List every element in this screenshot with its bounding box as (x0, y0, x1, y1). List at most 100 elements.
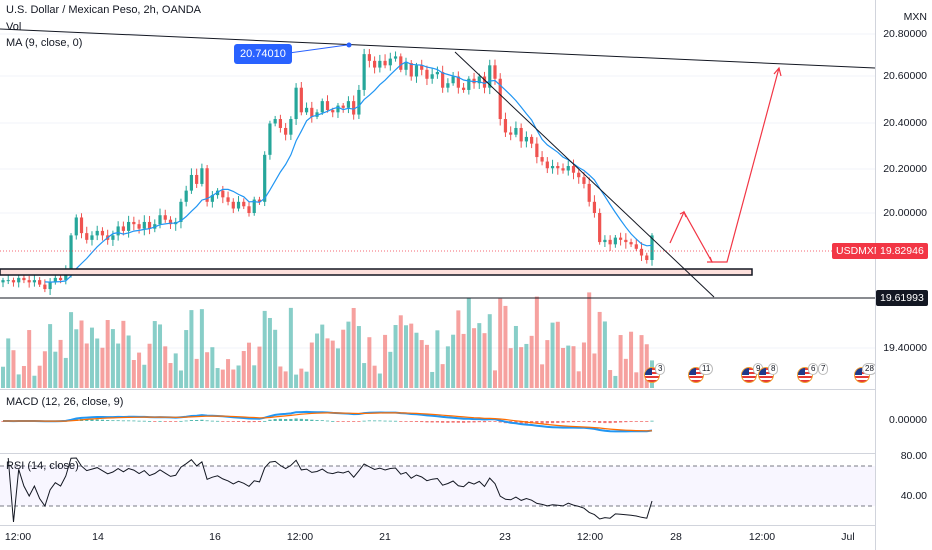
volume-bar (529, 335, 534, 388)
macd-histogram-bar (85, 419, 89, 421)
candle-body (79, 217, 84, 234)
macd-histogram-bar (514, 421, 518, 424)
candle-body (189, 174, 194, 191)
candle-body (325, 101, 330, 111)
volume-bar (220, 369, 225, 388)
candle-body (294, 87, 298, 120)
macd-histogram-bar (294, 418, 298, 421)
macd-histogram-bar (90, 419, 94, 421)
volume-bar (513, 325, 518, 388)
volume-bar (246, 342, 251, 388)
volume-bar (634, 372, 639, 388)
candle-body (43, 284, 47, 290)
volume-bar (414, 332, 419, 388)
time-tick: 16 (209, 531, 221, 543)
volume-bar (147, 343, 152, 388)
volume-bar (178, 370, 183, 388)
macd-histogram-bar (168, 421, 173, 422)
macd-histogram-bar (477, 421, 481, 423)
candle-body (336, 105, 340, 113)
ma-legend[interactable]: MA (9, close, 0) (6, 37, 83, 49)
macd-histogram-bar (263, 420, 267, 422)
candle-body (137, 224, 141, 229)
macd-histogram-bar (111, 420, 115, 422)
macd-histogram-bar (420, 421, 424, 423)
descending-trend-line[interactable] (454, 51, 715, 298)
candle-body (320, 101, 324, 113)
volume-bar (304, 371, 309, 388)
volume-bar (320, 324, 325, 388)
volume-bar (58, 339, 63, 388)
candle-body (90, 235, 94, 240)
candle-body (545, 161, 549, 169)
projection-arrow[interactable] (669, 67, 780, 263)
candle-body (221, 190, 225, 198)
rsi-legend[interactable]: RSI (14, close) (6, 460, 79, 472)
volume-bar (362, 363, 367, 388)
macd-histogram-bar (346, 421, 351, 422)
chart-canvas[interactable] (0, 0, 875, 550)
candle-body (38, 280, 42, 285)
candle-body (48, 282, 52, 290)
candle-body (571, 166, 576, 173)
volume-bar (383, 334, 388, 388)
volume-bar (477, 323, 482, 388)
macd-histogram-bar (639, 421, 644, 422)
symbol-tag-label: USDMXN (836, 245, 882, 257)
high-callout-connector (288, 44, 348, 54)
volume-legend[interactable]: Vol (6, 21, 22, 33)
volume-bar (278, 366, 283, 388)
high-price-callout[interactable]: 20.74010 (234, 44, 292, 64)
volume-bar (252, 365, 257, 388)
volume-bar (241, 351, 246, 388)
macd-histogram-bar (179, 420, 183, 422)
volume-bar (63, 357, 68, 388)
volume-bar (550, 322, 555, 388)
price-axis[interactable]: MXN 20.80000 20.60000 20.40000 20.20000 … (875, 0, 932, 550)
time-tick: 12:00 (576, 531, 604, 543)
candle-body (341, 105, 345, 108)
candle-body (252, 199, 256, 213)
macd-legend[interactable]: MACD (12, 26, close, 9) (6, 396, 124, 408)
candle-body (231, 201, 235, 209)
current-price-tag[interactable]: 19.82946 (876, 243, 928, 259)
macd-rsi-separator[interactable] (0, 453, 932, 454)
volume-bar (315, 333, 320, 388)
volume-bar (445, 346, 450, 388)
candle-body (116, 226, 120, 236)
volume-bar (205, 352, 210, 388)
volume-bar (194, 358, 199, 388)
candle-body (273, 119, 277, 124)
volume-bar (487, 314, 492, 388)
support-zone-rect[interactable] (0, 268, 753, 276)
candle-body (409, 63, 413, 77)
time-tick: 21 (379, 531, 391, 543)
level-price-tag[interactable]: 19.61993 (876, 290, 928, 306)
time-tick: 28 (670, 531, 682, 543)
volume-bar (173, 353, 178, 388)
volume-bar (618, 335, 623, 388)
macd-histogram-bar (147, 420, 152, 422)
candle-body (566, 166, 570, 171)
macd-histogram-bar (236, 421, 241, 422)
symbol-price-tag[interactable]: USDMXN (832, 243, 886, 259)
macd-histogram-bar (535, 421, 539, 424)
upper-trend-line[interactable] (0, 28, 875, 69)
macd-histogram-bar (284, 419, 288, 421)
volume-bar (534, 296, 539, 388)
macd-histogram-bar (519, 421, 523, 424)
volume-bar (503, 305, 508, 388)
volume-bar (21, 365, 26, 388)
candle-body (357, 89, 361, 115)
volume-bar (561, 347, 566, 388)
macd-histogram-bar (367, 420, 371, 422)
event-count: 6 (808, 363, 819, 375)
candle-body (624, 239, 628, 243)
volume-macd-separator[interactable] (0, 389, 932, 390)
volume-bar (435, 330, 440, 388)
symbol-title[interactable]: U.S. Dollar / Mexican Peso, 2h, OANDA (6, 4, 202, 16)
macd-histogram-bar (373, 420, 377, 422)
macd-histogram-bar (299, 418, 303, 421)
candle-body (514, 127, 518, 135)
